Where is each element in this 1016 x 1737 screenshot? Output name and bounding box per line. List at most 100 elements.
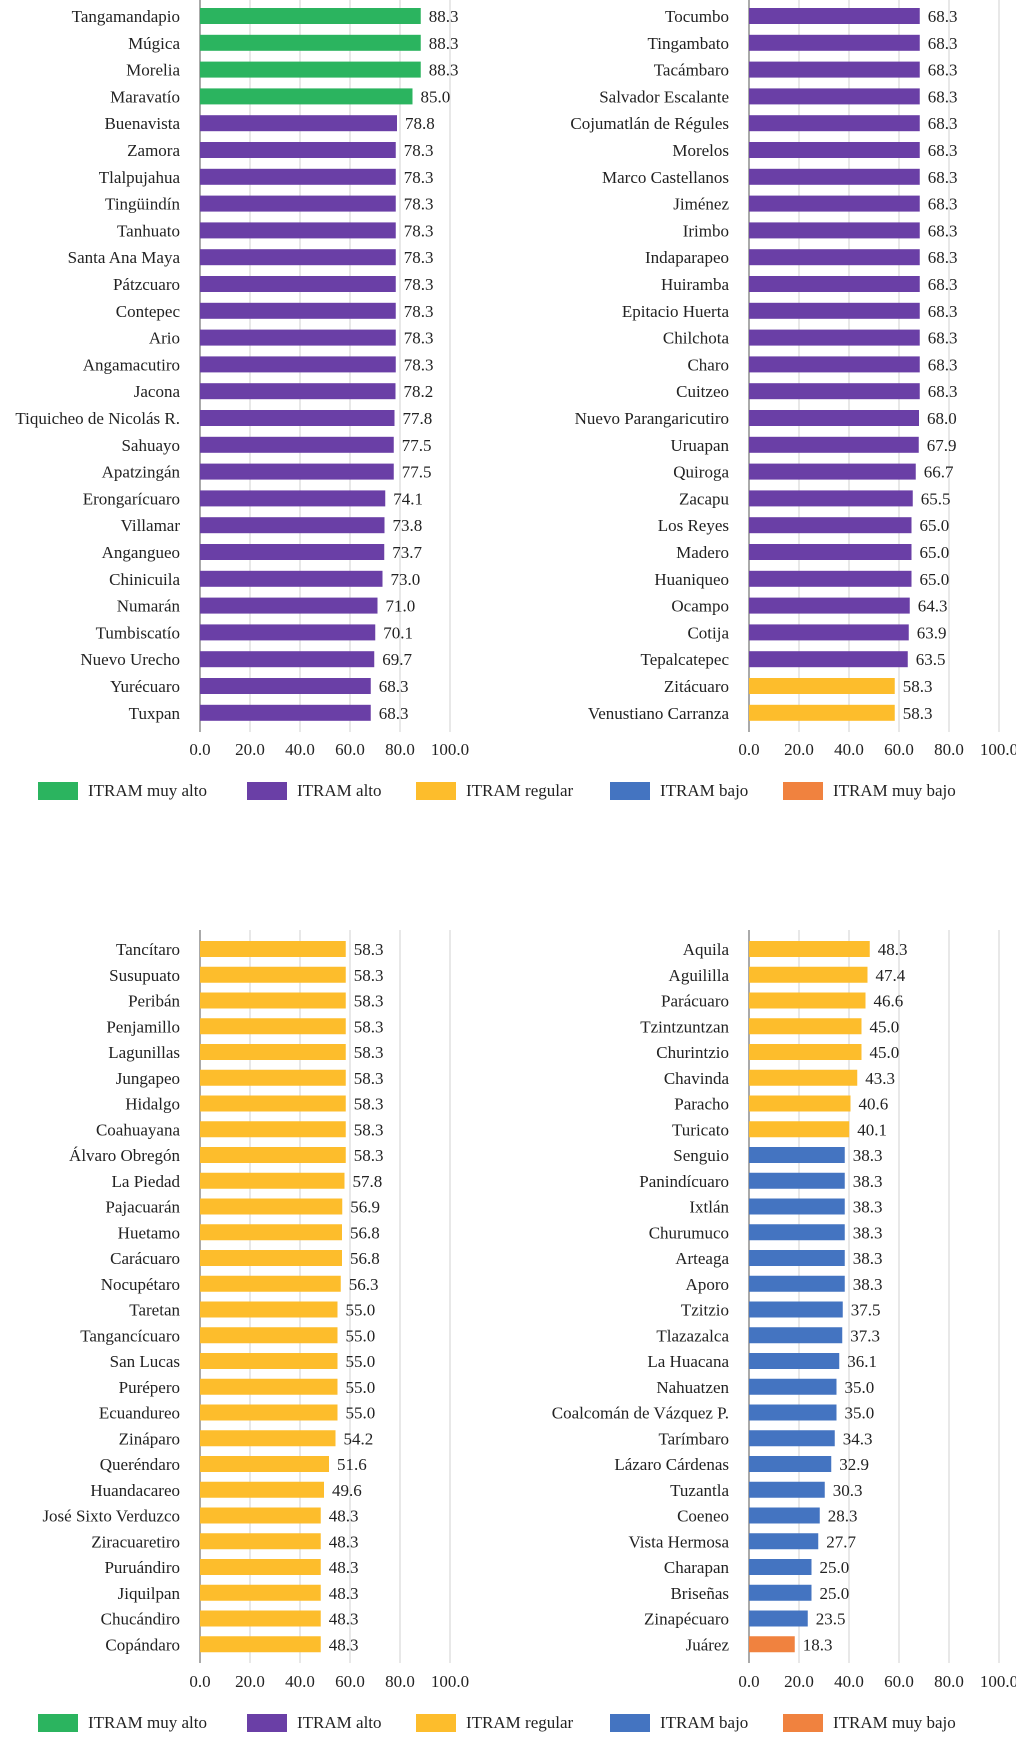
chart-3-tick-label: 100.0 (980, 1672, 1016, 1691)
chart-0-bar (200, 195, 396, 212)
chart-0-bar (200, 651, 375, 668)
legend-label: ITRAM muy bajo (833, 781, 956, 800)
chart-2-data-label: 55.0 (346, 1378, 376, 1397)
legend-swatch (38, 782, 78, 800)
chart-0-category-label: Angangueo (102, 543, 180, 562)
chart-1-bar (749, 570, 912, 587)
chart-1-data-label: 68.3 (928, 61, 958, 80)
chart-1-data-label: 63.5 (916, 650, 946, 669)
legend-swatch (783, 1714, 823, 1732)
chart-3-category-label: Aquila (683, 940, 730, 959)
chart-1-category-label: Uruapan (670, 436, 729, 455)
chart-2-data-label: 56.8 (350, 1223, 380, 1242)
legend-swatch (38, 1714, 78, 1732)
legend-item-muy-alto: ITRAM muy alto (38, 1710, 207, 1736)
chart-2-data-label: 56.3 (349, 1275, 379, 1294)
chart-1-category-label: Nuevo Parangaricutiro (575, 409, 729, 428)
chart-2-category-label: José Sixto Verduzco (42, 1507, 180, 1526)
chart-1-category-label: Zacapu (679, 489, 730, 508)
chart-3-data-label: 27.7 (826, 1532, 856, 1551)
chart-2-tick-label: 40.0 (285, 1672, 315, 1691)
chart-3-category-label: Aporo (686, 1275, 729, 1294)
legend-label: ITRAM bajo (660, 781, 749, 800)
chart-0-category-label: Contepec (116, 302, 181, 321)
chart-1-category-label: Tacámbaro (654, 61, 729, 80)
chart-3-category-label: Tzintzuntzan (640, 1017, 729, 1036)
chart-1-category-label: Madero (676, 543, 729, 562)
chart-3-bar (749, 1404, 837, 1421)
chart-1-bar (749, 410, 919, 426)
chart-2-data-label: 51.6 (337, 1455, 367, 1474)
chart-3-bar (749, 1584, 812, 1601)
chart-3-data-label: 46.6 (874, 992, 904, 1011)
chart-2-category-label: Álvaro Obregón (69, 1146, 180, 1165)
chart-3-bar (749, 1121, 850, 1138)
chart-0-category-label: Ario (149, 329, 180, 348)
chart-0-category-label: Santa Ana Maya (68, 248, 181, 267)
chart-2-data-label: 58.3 (354, 966, 384, 985)
chart-2-tick-label: 80.0 (385, 1672, 415, 1691)
chart-3-bar (749, 1533, 819, 1550)
chart-3-category-label: Nahuatzen (656, 1378, 729, 1397)
chart-1-data-label: 68.0 (927, 409, 957, 428)
chart-0-data-label: 78.2 (404, 382, 434, 401)
chart-2-data-label: 58.3 (354, 1069, 384, 1088)
chart-1-data-label: 68.3 (928, 355, 958, 374)
chart-3-bar (749, 1378, 837, 1395)
chart-1-data-label: 68.3 (928, 114, 958, 133)
chart-3-category-label: Churumuco (649, 1223, 729, 1242)
chart-3-category-label: Turicato (672, 1120, 729, 1139)
chart-2-bar (200, 1301, 338, 1318)
chart-3-data-label: 38.3 (853, 1249, 883, 1268)
chart-1-data-label: 58.3 (903, 677, 933, 696)
chart-2-category-label: Nocupétaro (101, 1275, 180, 1294)
chart-0-data-label: 88.3 (429, 61, 459, 80)
chart-0-bar (200, 436, 394, 453)
chart-3-category-label: Charapan (664, 1558, 730, 1577)
chart-2-bar (200, 1481, 324, 1498)
chart-0-bar (200, 34, 421, 51)
chart-1-bar (749, 597, 910, 614)
chart-2-data-label: 58.3 (354, 1146, 384, 1165)
chart-1-bar (749, 195, 920, 212)
chart-0-category-label: Múgica (128, 34, 180, 53)
chart-3-category-label: Panindícuaro (639, 1172, 729, 1191)
chart-2-data-label: 55.0 (346, 1352, 376, 1371)
chart-0-data-label: 78.3 (404, 195, 434, 214)
chart-1-category-label: Irimbo (683, 221, 729, 240)
chart-3-category-label: Tuzantla (670, 1481, 729, 1500)
chart-0-category-label: Sahuayo (121, 436, 180, 455)
chart-3-category-label: Ixtlán (689, 1198, 729, 1217)
chart-3-data-label: 25.0 (820, 1584, 850, 1603)
chart-2-bar (200, 1121, 346, 1138)
chart-3-bar (749, 1172, 845, 1189)
chart-2-tick-label: 60.0 (335, 1672, 365, 1691)
chart-2-category-label: Carácuaro (110, 1249, 180, 1268)
chart-3-bar (749, 1456, 832, 1472)
chart-3-category-label: Parácuaro (661, 992, 729, 1011)
legend-swatch (247, 782, 287, 800)
chart-2-category-label: Queréndaro (100, 1455, 180, 1474)
chart-3-tick-label: 20.0 (784, 1672, 814, 1691)
chart-2-data-label: 58.3 (354, 1043, 384, 1062)
chart-0-data-label: 68.3 (379, 704, 409, 723)
chart-1-tick-label: 60.0 (884, 740, 914, 759)
chart-1-category-label: Tingambato (647, 34, 729, 53)
chart-2-bar (200, 1018, 346, 1035)
chart-0-bar (200, 222, 396, 239)
chart-2-bar (200, 1507, 321, 1524)
chart-1-data-label: 65.5 (921, 489, 951, 508)
chart-3-category-label: Tlazazalca (656, 1326, 729, 1345)
chart-0-data-label: 78.3 (404, 168, 434, 187)
chart-0-category-label: Zamora (127, 141, 180, 160)
chart-3-data-label: 23.5 (816, 1610, 846, 1629)
chart-3-data-label: 34.3 (843, 1429, 873, 1448)
chart-1-data-label: 65.0 (920, 516, 950, 535)
chart-3-bar (749, 1147, 845, 1163)
chart-2-data-label: 54.2 (344, 1429, 374, 1448)
chart-1-bar (749, 168, 920, 185)
legend-label: ITRAM alto (297, 1713, 382, 1732)
chart-3-data-label: 37.5 (851, 1301, 881, 1320)
chart-0-bar (200, 678, 371, 694)
chart-2-bar (200, 941, 346, 957)
